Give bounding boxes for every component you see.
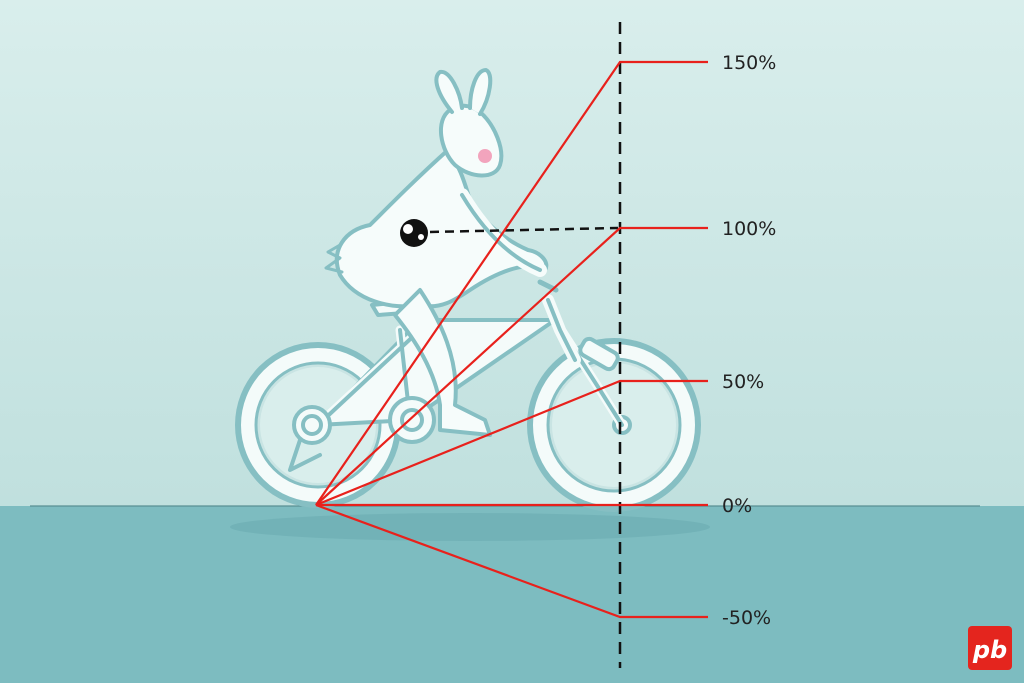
bike-shadow — [230, 513, 710, 541]
pinkbike-logo: pb — [968, 626, 1012, 670]
bunny-ear-left — [434, 70, 464, 114]
level-label-50: 50% — [722, 371, 764, 393]
level-label-0: 0% — [722, 495, 752, 517]
bunny-ear-right — [468, 68, 493, 116]
ray-100 — [315, 226, 708, 506]
level-label-100: 100% — [722, 218, 776, 240]
com-height-dashed-line — [429, 226, 619, 234]
load-rays — [315, 60, 708, 619]
logo-text: pb — [972, 636, 1007, 664]
level-label-neg50: -50% — [722, 607, 771, 629]
center-of-mass-icon — [400, 219, 428, 247]
bunny-nose — [478, 149, 492, 163]
ray-50 — [315, 379, 708, 507]
bunny-rider-illustration — [235, 68, 701, 512]
ray-150 — [315, 60, 708, 506]
ray-neg50 — [315, 503, 708, 619]
level-label-150: 150% — [722, 52, 776, 74]
